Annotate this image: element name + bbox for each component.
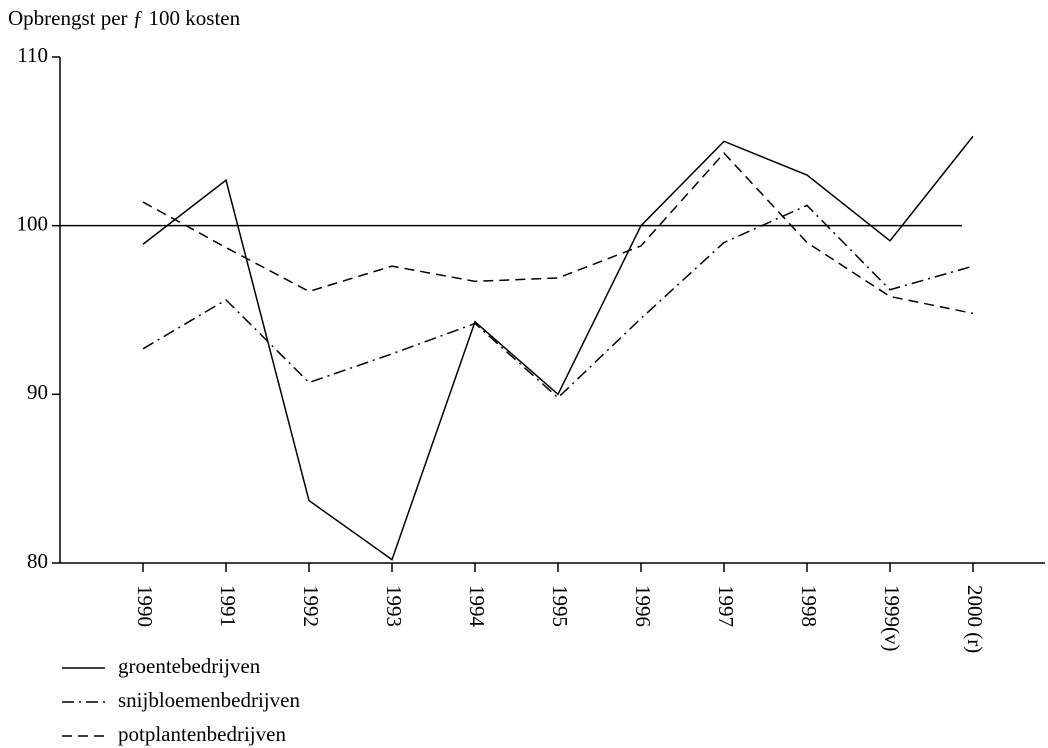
x-tick-label: 2000 (r) — [963, 585, 987, 653]
y-tick-label: 110 — [17, 43, 48, 67]
legend-label: snijbloemenbedrijven — [118, 688, 300, 712]
x-tick-label: 1992 — [299, 585, 323, 627]
y-tick-label: 80 — [27, 549, 48, 573]
series-line — [142, 152, 974, 315]
legend-label: potplantenbedrijven — [118, 722, 286, 746]
x-tick-label: 1990 — [133, 585, 157, 627]
x-tick-label: 1995 — [548, 585, 572, 627]
x-tick-label: 1993 — [382, 585, 406, 627]
x-tick-label: 1997 — [714, 585, 738, 627]
x-tick-label: 1994 — [465, 585, 489, 628]
series-line — [142, 135, 974, 561]
x-tick-label: 1998 — [797, 585, 821, 627]
x-tick-label: 1996 — [631, 585, 655, 627]
legend-label: groentebedrijven — [118, 654, 261, 678]
x-tick-label: 1999(v) — [880, 585, 904, 652]
x-tick-label: 1991 — [216, 585, 240, 627]
series-line — [142, 204, 974, 399]
y-axis-label: Opbrengst per ƒ 100 kosten — [8, 6, 241, 30]
y-tick-label: 90 — [27, 380, 48, 404]
y-tick-label: 100 — [17, 211, 49, 235]
